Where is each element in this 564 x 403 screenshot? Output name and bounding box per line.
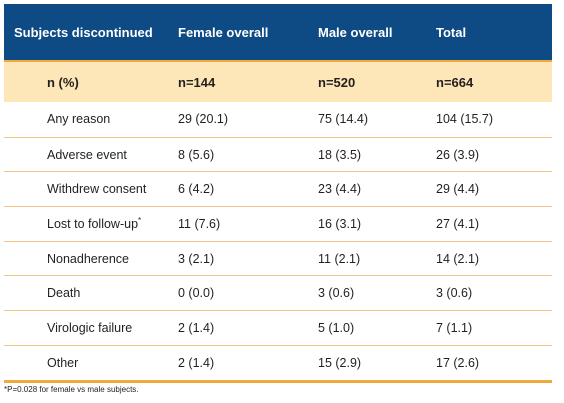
cell-male: 75 (14.4)	[308, 112, 422, 126]
footnote-marker: *	[138, 216, 141, 225]
cell-female: 11 (7.6)	[168, 217, 308, 231]
sample-size-total: n=664	[422, 75, 552, 90]
cell-male: 15 (2.9)	[308, 356, 422, 370]
header-subjects-discontinued: Subjects discontinued	[4, 25, 168, 40]
row-label: Lost to follow-up	[47, 217, 138, 231]
cell-total: 104 (15.7)	[422, 112, 552, 126]
cell-total: 3 (0.6)	[422, 286, 552, 300]
sample-size-row: n (%) n=144 n=520 n=664	[4, 60, 552, 102]
table-row: Adverse event 8 (5.6) 18 (3.5) 26 (3.9)	[4, 137, 552, 172]
cell-female: 2 (1.4)	[168, 356, 308, 370]
cell-male: 3 (0.6)	[308, 286, 422, 300]
header-male-overall: Male overall	[308, 25, 422, 40]
table-header-row: Subjects discontinued Female overall Mal…	[4, 4, 552, 60]
sample-size-label: n (%)	[4, 75, 168, 90]
cell-female: 29 (20.1)	[168, 112, 308, 126]
table-row: Any reason 29 (20.1) 75 (14.4) 104 (15.7…	[4, 102, 552, 137]
row-label: Other	[4, 356, 168, 370]
cell-male: 5 (1.0)	[308, 321, 422, 335]
cell-male: 18 (3.5)	[308, 148, 422, 162]
table-bottom-rule	[4, 380, 552, 383]
row-label: Death	[4, 286, 168, 300]
sample-size-female: n=144	[168, 75, 308, 90]
cell-total: 26 (3.9)	[422, 148, 552, 162]
table-row: Nonadherence 3 (2.1) 11 (2.1) 14 (2.1)	[4, 241, 552, 276]
table-row: Other 2 (1.4) 15 (2.9) 17 (2.6)	[4, 345, 552, 380]
sample-size-male: n=520	[308, 75, 422, 90]
discontinuation-table: Subjects discontinued Female overall Mal…	[4, 4, 552, 383]
cell-female: 6 (4.2)	[168, 182, 308, 196]
cell-female: 2 (1.4)	[168, 321, 308, 335]
cell-female: 3 (2.1)	[168, 252, 308, 266]
row-label: Virologic failure	[4, 321, 168, 335]
row-label: Nonadherence	[4, 252, 168, 266]
cell-female: 8 (5.6)	[168, 148, 308, 162]
row-label: Withdrew consent	[4, 182, 168, 196]
cell-male: 23 (4.4)	[308, 182, 422, 196]
cell-male: 16 (3.1)	[308, 217, 422, 231]
cell-total: 14 (2.1)	[422, 252, 552, 266]
table-row: Virologic failure 2 (1.4) 5 (1.0) 7 (1.1…	[4, 310, 552, 345]
cell-total: 17 (2.6)	[422, 356, 552, 370]
cell-total: 29 (4.4)	[422, 182, 552, 196]
cell-male: 11 (2.1)	[308, 252, 422, 266]
table-footnote: *P=0.028 for female vs male subjects.	[4, 385, 139, 394]
header-total: Total	[422, 25, 552, 40]
cell-total: 7 (1.1)	[422, 321, 552, 335]
row-label: Adverse event	[4, 148, 168, 162]
header-female-overall: Female overall	[168, 25, 308, 40]
table-row: Withdrew consent 6 (4.2) 23 (4.4) 29 (4.…	[4, 171, 552, 206]
table-row: Death 0 (0.0) 3 (0.6) 3 (0.6)	[4, 275, 552, 310]
row-label: Any reason	[4, 112, 168, 126]
row-label-with-footnote: Lost to follow-up*	[4, 217, 168, 231]
cell-female: 0 (0.0)	[168, 286, 308, 300]
table-row: Lost to follow-up* 11 (7.6) 16 (3.1) 27 …	[4, 206, 552, 241]
cell-total: 27 (4.1)	[422, 217, 552, 231]
